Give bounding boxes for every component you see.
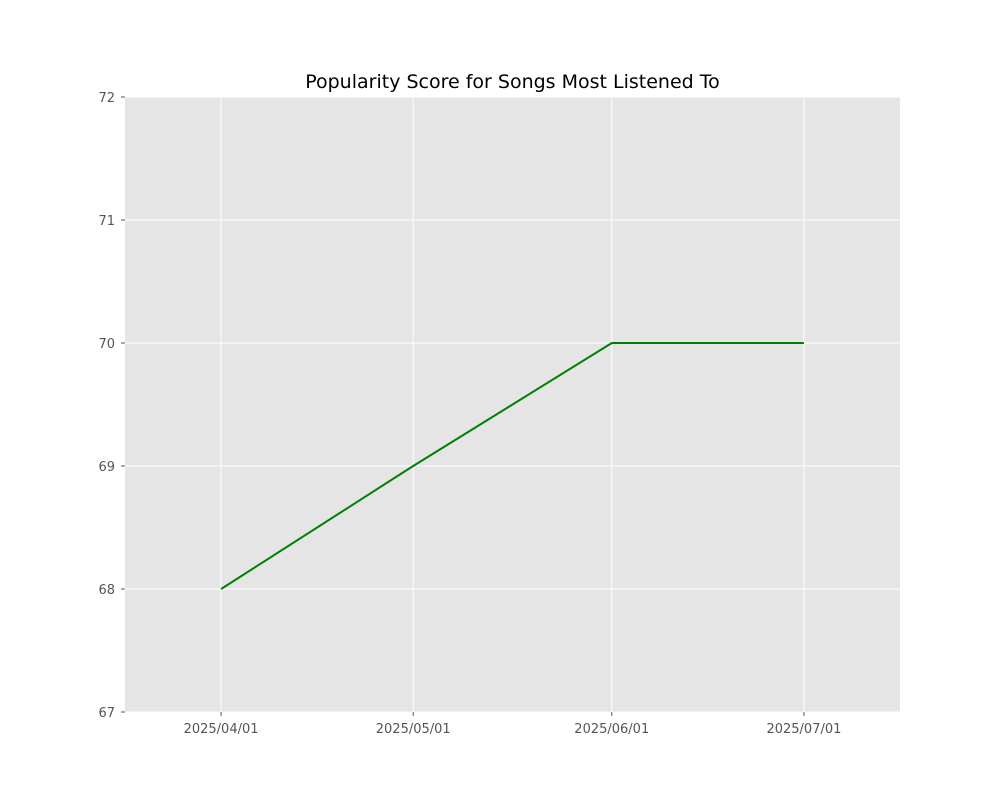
y-tick-label: 67 (98, 706, 115, 721)
x-tick-label: 2025/05/01 (376, 722, 451, 737)
y-tick-label: 70 (98, 337, 115, 352)
y-tick-label: 72 (98, 91, 115, 106)
x-tick-label: 2025/07/01 (766, 722, 841, 737)
y-tick-label: 71 (98, 214, 115, 229)
chart-title: Popularity Score for Songs Most Listened… (305, 71, 720, 93)
y-tick-label: 68 (98, 583, 115, 598)
y-tick-label: 69 (98, 460, 115, 475)
series-layer (220, 342, 804, 590)
axis-ticks: 67 68 69 70 71 72 2025/04/01 2025/05/01 2025/06/… (98, 91, 841, 737)
x-tick-label: 2025/06/01 (574, 722, 649, 737)
x-tick-label: 2025/04/01 (184, 722, 259, 737)
series-line (220, 342, 804, 590)
grid-lines (125, 96, 900, 713)
